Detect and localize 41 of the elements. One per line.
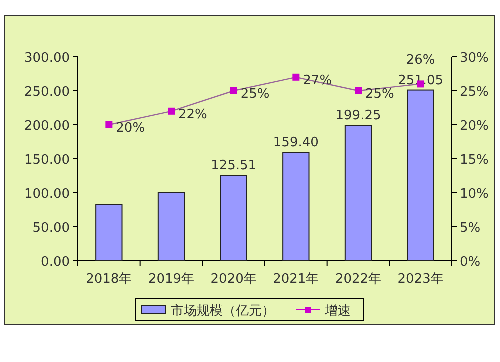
data-label: 22% (178, 107, 208, 122)
point (230, 88, 238, 94)
point (168, 108, 175, 115)
data-label: 199.25 (336, 108, 382, 124)
y2-tick-label: 20% (460, 119, 489, 134)
y2-tick-label: 30% (460, 51, 489, 66)
y2-tick-label: 15% (460, 153, 489, 168)
data-label: 20% (116, 121, 146, 136)
bar (158, 192, 186, 262)
y2-tick-label: 25% (460, 85, 489, 100)
data-label: 125.51 (211, 158, 257, 174)
point (292, 74, 300, 81)
y2-tick-label: 5% (460, 221, 481, 236)
y-tick-label: 150.00 (24, 153, 70, 168)
y2-tick-label: 10% (460, 187, 489, 202)
y-tick-label: 300.00 (24, 51, 70, 66)
bar (96, 204, 123, 262)
x-tick-label: 2021年 (273, 272, 320, 287)
x-tick-label: 2020年 (210, 272, 257, 287)
point (106, 122, 113, 128)
x-tick-label: 2019年 (148, 272, 195, 287)
bar (282, 152, 310, 262)
legend-label: 增速 (324, 304, 351, 319)
y-tick-label: 100.00 (24, 187, 70, 202)
y-tick-label: 0.00 (41, 255, 70, 270)
point (355, 88, 362, 94)
legend-label: 市场规模（亿元） (171, 304, 275, 319)
data-label: 159.40 (273, 136, 319, 151)
x-tick-label: 2023年 (398, 272, 444, 287)
bar (344, 125, 372, 262)
data-label: 26% (406, 53, 436, 68)
data-label: 25% (366, 87, 394, 102)
y-tick-label: 200.00 (24, 119, 70, 134)
x-tick-label: 2022年 (335, 272, 382, 287)
data-label: 25% (240, 87, 270, 102)
y2-tick-label: 0% (460, 255, 481, 270)
y-tick-label: 250.00 (24, 85, 70, 100)
bar (220, 175, 248, 262)
x-tick-label: 2018年 (86, 272, 132, 287)
bar (407, 90, 434, 262)
y-tick-label: 50.00 (32, 221, 70, 236)
